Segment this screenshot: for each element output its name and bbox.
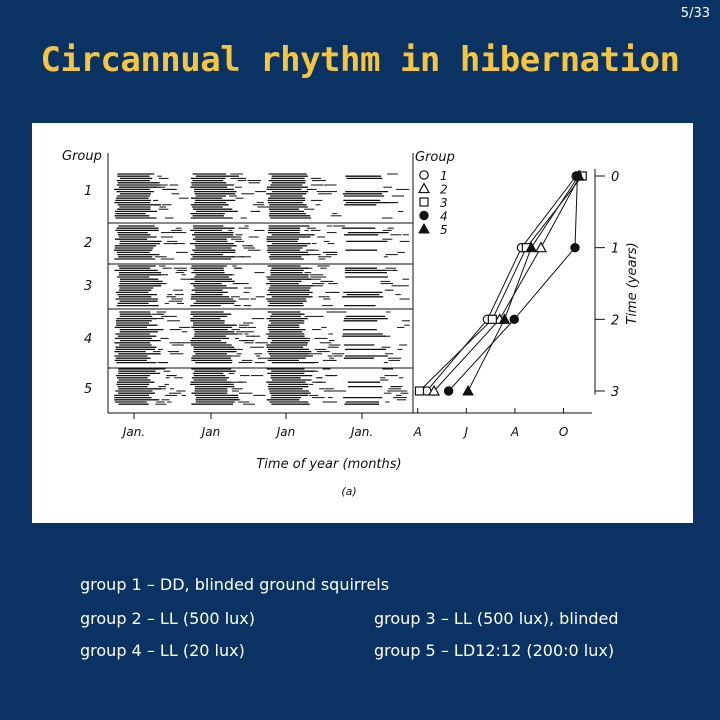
- caption-group-4: group 4 – LL (20 lux): [80, 641, 245, 660]
- marker-circle-open: [419, 170, 429, 180]
- y-tick-label: 0: [611, 170, 619, 185]
- actogram-group-label: 2: [84, 236, 92, 251]
- marker-circle-filled: [509, 314, 519, 325]
- y-tick-label: 1: [611, 242, 619, 257]
- marker-triangle-filled: [462, 384, 474, 396]
- actogram-x-tick-label: Jan: [200, 425, 221, 439]
- actogram-group-label: 5: [84, 382, 92, 397]
- actogram-group-label: 1: [84, 184, 92, 199]
- legend-label: 5: [440, 223, 448, 237]
- caption-group-1: group 1 – DD, blinded ground squirrels: [80, 575, 390, 594]
- caption-group-3: group 3 – LL (500 lux), blinded: [374, 609, 619, 628]
- series-line-3: [419, 175, 583, 392]
- actogram-x-tick-label: Jan.: [349, 425, 373, 439]
- series-line-5: [467, 175, 580, 392]
- y-tick-label: 3: [611, 385, 619, 400]
- x-tick-label: A: [413, 425, 422, 439]
- marker-triangle-open: [428, 384, 441, 396]
- caption-group-2: group 2 – LL (500 lux): [80, 609, 255, 628]
- actogram-x-tick-label: Jan.: [121, 425, 145, 439]
- actogram-group-label: 3: [84, 279, 92, 294]
- marker-square-open: [419, 197, 429, 207]
- marker-square-open: [414, 386, 425, 396]
- page-number: 5/33: [680, 6, 710, 21]
- marker-triangle-open: [417, 182, 431, 194]
- marker-triangle-filled: [572, 169, 585, 181]
- actogram-group-header: Group: [62, 149, 102, 164]
- legend-label: 2: [440, 183, 448, 197]
- y-axis-title: Time (years): [625, 242, 640, 324]
- marker-circle-filled: [443, 386, 454, 396]
- series-line-2: [433, 175, 581, 392]
- marker-triangle-filled: [498, 313, 511, 324]
- actogram-group-label: 4: [84, 332, 92, 347]
- x-tick-label: A: [510, 425, 519, 439]
- marker-triangle-filled: [418, 222, 430, 234]
- legend-label: 3: [440, 196, 448, 210]
- marker-circle-filled: [419, 210, 429, 221]
- panel-label: (a): [341, 485, 356, 498]
- legend-label: 1: [440, 169, 448, 183]
- x-axis-title: Time of year (months): [256, 457, 401, 472]
- legend-title: Group: [415, 150, 455, 165]
- series-line-4: [448, 175, 578, 392]
- actogram-x-tick-label: Jan: [275, 425, 296, 439]
- legend-label: 4: [440, 210, 448, 224]
- x-tick-label: O: [559, 425, 568, 439]
- slide-title: Circannual rhythm in hibernation: [40, 40, 680, 80]
- series-line-1: [426, 175, 577, 392]
- marker-triangle-open: [534, 241, 547, 253]
- marker-circle-filled: [570, 242, 580, 253]
- figure-panel: Group 1 2 3 4 5 Jan. Jan Jan Jan. 0 1 2 3 Time (years)…: [32, 123, 693, 523]
- caption-group-5: group 5 – LD12:12 (200:0 lux): [374, 641, 615, 660]
- marker-square-open: [487, 314, 497, 324]
- marker-triangle-filled: [525, 241, 538, 253]
- x-tick-label: J: [463, 425, 469, 439]
- y-tick-label: 2: [611, 313, 619, 328]
